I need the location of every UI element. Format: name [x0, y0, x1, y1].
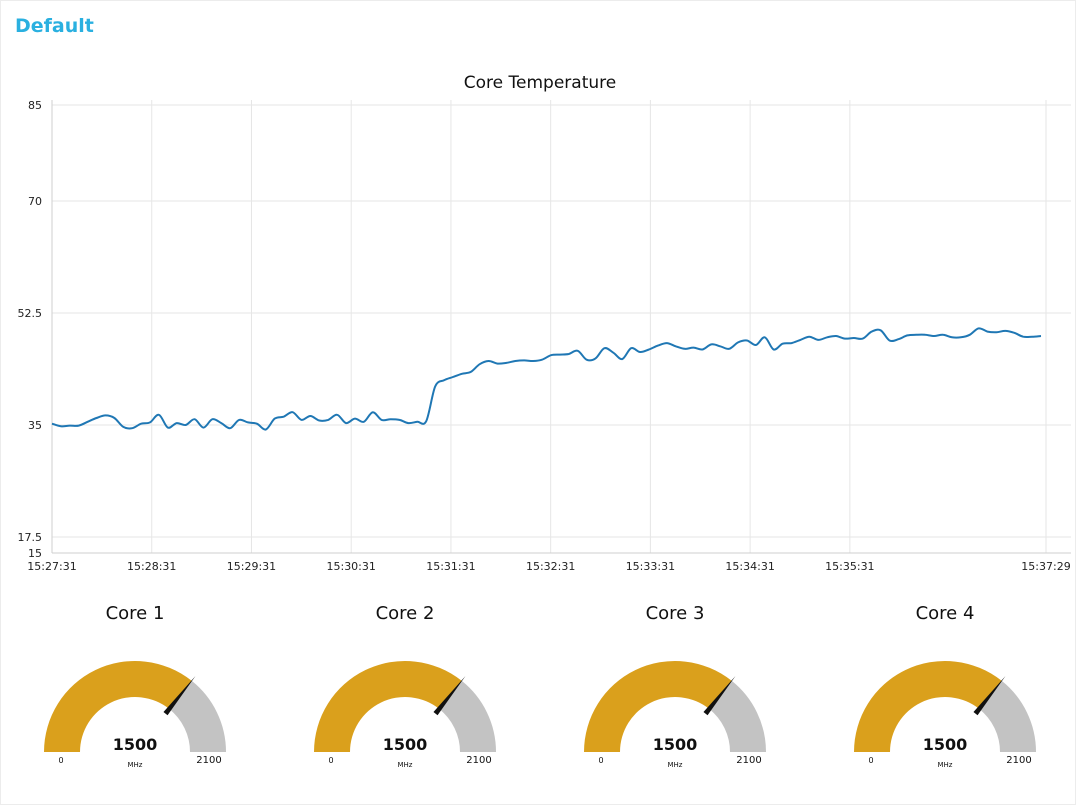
gauge-max-label: 2100 — [1006, 755, 1031, 766]
gauge-unit: MHz — [128, 761, 143, 769]
gauge-unit: MHz — [938, 761, 953, 769]
core-temperature-chart: Core Temperature 15 17.5 35 52.5 70 85 15:27:… — [18, 73, 1071, 573]
gauge-value-arc — [854, 661, 1002, 752]
gauge-core-2: Core 2 1500 MHz 0 2100 — [270, 595, 540, 795]
gauge-track-arc — [439, 680, 496, 752]
gauge-unit: MHz — [668, 761, 683, 769]
gauge-track-arc — [979, 680, 1036, 752]
x-tick-label: 15:32:31 — [526, 560, 575, 573]
x-tick-label: 15:37:29 — [1021, 560, 1070, 573]
gauge-dial: 1500 MHz 0 2100 — [44, 661, 226, 769]
gauge-min-label: 0 — [598, 756, 603, 765]
gauge-title: Core 1 — [105, 603, 165, 624]
gauge-track-arc — [169, 680, 226, 752]
gauge-max-label: 2100 — [736, 755, 761, 766]
y-tick-label: 17.5 — [18, 531, 43, 544]
chart-title: Core Temperature — [464, 73, 616, 93]
y-tick-label: 52.5 — [18, 307, 43, 320]
y-tick-label: 15 — [28, 547, 42, 560]
x-tick-label: 15:31:31 — [426, 560, 475, 573]
gauge-max-label: 2100 — [196, 755, 221, 766]
x-tick-label: 15:27:31 — [27, 560, 76, 573]
gauge-title: Core 3 — [645, 603, 705, 624]
x-tick-label: 15:34:31 — [725, 560, 774, 573]
gauge-value: 1500 — [383, 735, 428, 754]
gauge-track-arc — [709, 680, 766, 752]
gauge-dial: 1500 MHz 0 2100 — [314, 661, 496, 769]
gauge-min-label: 0 — [58, 756, 63, 765]
y-tick-label: 85 — [28, 99, 42, 112]
gauge-title: Core 2 — [375, 603, 435, 624]
x-axis: 15:27:31 15:28:31 15:29:31 15:30:31 15:31:31… — [27, 560, 1070, 573]
gauge-title: Core 4 — [915, 603, 975, 624]
gauge-core-4: Core 4 1500 MHz 0 2100 — [810, 595, 1076, 795]
group-title[interactable]: Default — [15, 15, 94, 37]
gauge-value-arc — [584, 661, 732, 752]
gauge-dial: 1500 MHz 0 2100 — [584, 661, 766, 769]
y-tick-label: 70 — [28, 195, 42, 208]
gauge-value: 1500 — [653, 735, 698, 754]
gauge-value: 1500 — [923, 735, 968, 754]
gauge-dial: 1500 MHz 0 2100 — [854, 661, 1036, 769]
gauge-core-3: Core 3 1500 MHz 0 2100 — [540, 595, 810, 795]
chart-grid — [51, 100, 1071, 554]
gauge-value: 1500 — [113, 735, 158, 754]
gauge-min-label: 0 — [868, 756, 873, 765]
gauge-core-1: Core 1 1500 MHz 0 2100 — [0, 595, 270, 795]
gauge-min-label: 0 — [328, 756, 333, 765]
y-axis: 15 17.5 35 52.5 70 85 — [18, 99, 43, 560]
x-tick-label: 15:30:31 — [326, 560, 375, 573]
gauge-unit: MHz — [398, 761, 413, 769]
temperature-series-line — [51, 327, 1042, 431]
gauge-value-arc — [314, 661, 462, 752]
gauge-value-arc — [44, 661, 192, 752]
gauge-needle — [703, 676, 736, 716]
y-tick-label: 35 — [28, 419, 42, 432]
x-tick-label: 15:29:31 — [227, 560, 276, 573]
gauge-needle — [973, 676, 1006, 716]
gauge-needle — [433, 676, 466, 716]
gauge-needle — [163, 676, 196, 716]
gauge-max-label: 2100 — [466, 755, 491, 766]
x-tick-label: 15:28:31 — [127, 560, 176, 573]
x-tick-label: 15:33:31 — [626, 560, 675, 573]
x-tick-label: 15:35:31 — [825, 560, 874, 573]
